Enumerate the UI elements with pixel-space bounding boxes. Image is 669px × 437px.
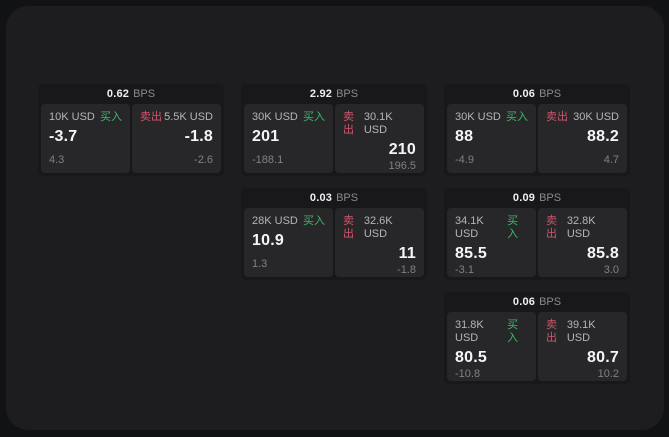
buy-quote-tile[interactable]: 10K USD 买入 -3.7 4.3 — [41, 104, 130, 173]
sell-amount: 30.1K USD — [363, 111, 393, 136]
sell-sub-value: -1.8 — [397, 264, 416, 276]
buy-amount: 28K USD — [252, 215, 298, 227]
bps-value: 0.06 — [512, 296, 536, 308]
quote-tiles: 31.8K USD 买入 80.5 -10.8 卖出 39.1K USD 80.… — [447, 312, 627, 381]
app-background-panel: 0.62 BPS 10K USD 买入 -3.7 4.3 卖出 5.5K USD — [6, 6, 664, 430]
buy-sub-value: -188.1 — [252, 154, 284, 166]
quote-card: 0.62 BPS 10K USD 买入 -3.7 4.3 卖出 5.5K USD — [38, 84, 224, 176]
buy-side-label: 买入 — [303, 215, 325, 227]
buy-amount: 34.1K USD — [455, 215, 484, 240]
sell-quote-tile[interactable]: 卖出 32.6K USD 11 -1.8 — [335, 208, 424, 277]
quote-tiles: 30K USD 买入 88 -4.9 卖出 30K USD 88.2 4.7 — [447, 104, 627, 173]
sell-sub-value: -2.6 — [194, 154, 213, 166]
bps-unit-label: BPS — [133, 88, 156, 100]
quote-card: 0.03 BPS 28K USD 买入 10.9 1.3 卖出 32.6K US… — [241, 188, 427, 280]
bps-value: 0.62 — [106, 88, 130, 100]
buy-price: 88 — [455, 128, 474, 145]
buy-quote-tile[interactable]: 31.8K USD 买入 80.5 -10.8 — [447, 312, 536, 381]
buy-amount: 30K USD — [252, 111, 298, 123]
buy-sub-value: -4.9 — [455, 154, 474, 166]
sell-side-label: 卖出 — [546, 111, 568, 123]
sell-quote-tile[interactable]: 卖出 39.1K USD 80.7 10.2 — [538, 312, 627, 381]
sell-price: 88.2 — [587, 128, 619, 145]
buy-side-label: 买入 — [303, 111, 325, 123]
bps-value: 0.06 — [512, 88, 536, 100]
card-header: 0.09 BPS — [447, 188, 627, 208]
buy-quote-tile[interactable]: 28K USD 买入 10.9 1.3 — [244, 208, 333, 277]
sell-amount: 30K USD — [573, 111, 619, 123]
buy-amount: 10K USD — [49, 111, 95, 123]
card-header: 0.06 BPS — [447, 84, 627, 104]
quote-card: 2.92 BPS 30K USD 买入 201 -188.1 卖出 30.1K … — [241, 84, 427, 176]
sell-sub-value: 4.7 — [603, 154, 619, 166]
buy-price: -3.7 — [49, 128, 78, 145]
bps-unit-label: BPS — [539, 192, 562, 204]
buy-sub-value: -3.1 — [455, 264, 474, 276]
bps-value: 0.09 — [512, 192, 536, 204]
bps-unit-label: BPS — [336, 192, 359, 204]
bps-unit-label: BPS — [539, 296, 562, 308]
buy-sub-value: 1.3 — [252, 258, 268, 270]
buy-side-label: 买入 — [100, 111, 122, 123]
sell-side-label: 卖出 — [546, 215, 557, 240]
sell-side-label: 卖出 — [343, 111, 354, 136]
buy-sub-value: -10.8 — [455, 368, 481, 380]
bps-unit-label: BPS — [336, 88, 359, 100]
buy-side-label: 买入 — [507, 215, 519, 240]
sell-sub-value: 3.0 — [603, 264, 619, 276]
sell-price: 210 — [388, 141, 416, 158]
buy-amount: 31.8K USD — [455, 319, 484, 344]
quote-tiles: 10K USD 买入 -3.7 4.3 卖出 5.5K USD -1.8 -2.… — [41, 104, 221, 173]
buy-quote-tile[interactable]: 30K USD 买入 88 -4.9 — [447, 104, 536, 173]
quote-cards-grid: 0.62 BPS 10K USD 买入 -3.7 4.3 卖出 5.5K USD — [38, 84, 630, 384]
buy-quote-tile[interactable]: 34.1K USD 买入 85.5 -3.1 — [447, 208, 536, 277]
quote-card: 0.06 BPS 30K USD 买入 88 -4.9 卖出 30K USD — [444, 84, 630, 176]
sell-amount: 5.5K USD — [164, 111, 213, 123]
sell-quote-tile[interactable]: 卖出 32.8K USD 85.8 3.0 — [538, 208, 627, 277]
sell-quote-tile[interactable]: 卖出 30K USD 88.2 4.7 — [538, 104, 627, 173]
card-header: 0.03 BPS — [244, 188, 424, 208]
sell-amount: 32.6K USD — [363, 215, 393, 240]
buy-side-label: 买入 — [506, 111, 528, 123]
quote-tiles: 34.1K USD 买入 85.5 -3.1 卖出 32.8K USD 85.8… — [447, 208, 627, 277]
card-header: 0.06 BPS — [447, 292, 627, 312]
sell-sub-value: 10.2 — [597, 368, 619, 380]
sell-amount: 39.1K USD — [566, 319, 596, 344]
buy-price: 10.9 — [252, 232, 284, 249]
sell-side-label: 卖出 — [140, 111, 162, 123]
quote-tiles: 30K USD 买入 201 -188.1 卖出 30.1K USD 210 1… — [244, 104, 424, 173]
sell-price: 11 — [398, 245, 416, 262]
sell-quote-tile[interactable]: 卖出 30.1K USD 210 196.5 — [335, 104, 424, 173]
sell-amount: 32.8K USD — [566, 215, 596, 240]
buy-side-label: 买入 — [507, 319, 519, 344]
buy-amount: 30K USD — [455, 111, 501, 123]
quote-card: 0.06 BPS 31.8K USD 买入 80.5 -10.8 卖出 39.1… — [444, 292, 630, 384]
sell-price: 85.8 — [587, 245, 619, 262]
buy-price: 80.5 — [455, 349, 487, 366]
buy-sub-value: 4.3 — [49, 154, 65, 166]
bps-value: 0.03 — [309, 192, 333, 204]
sell-sub-value: 196.5 — [388, 160, 416, 172]
quote-card: 0.09 BPS 34.1K USD 买入 85.5 -3.1 卖出 32.8K… — [444, 188, 630, 280]
sell-side-label: 卖出 — [343, 215, 354, 240]
buy-price: 201 — [252, 128, 280, 145]
sell-side-label: 卖出 — [546, 319, 557, 344]
buy-price: 85.5 — [455, 245, 487, 262]
card-header: 2.92 BPS — [244, 84, 424, 104]
sell-price: 80.7 — [587, 349, 619, 366]
sell-price: -1.8 — [184, 128, 213, 145]
sell-quote-tile[interactable]: 卖出 5.5K USD -1.8 -2.6 — [132, 104, 221, 173]
bps-unit-label: BPS — [539, 88, 562, 100]
quote-tiles: 28K USD 买入 10.9 1.3 卖出 32.6K USD 11 -1.8 — [244, 208, 424, 277]
bps-value: 2.92 — [309, 88, 333, 100]
card-header: 0.62 BPS — [41, 84, 221, 104]
buy-quote-tile[interactable]: 30K USD 买入 201 -188.1 — [244, 104, 333, 173]
